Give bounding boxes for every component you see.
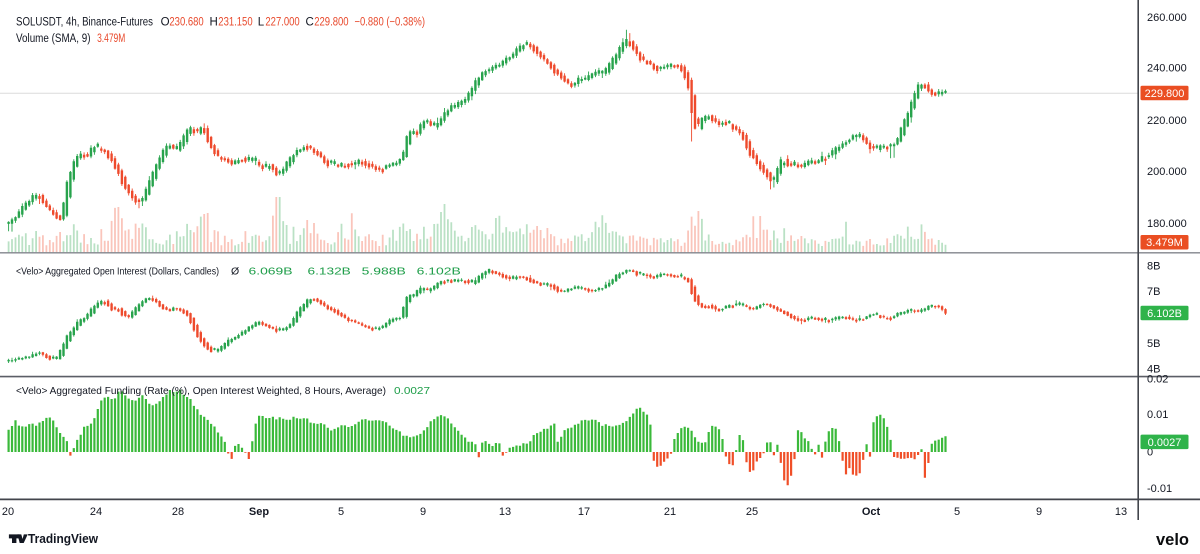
- svg-text:L: L: [258, 17, 265, 29]
- svg-text:Sep: Sep: [249, 506, 269, 518]
- svg-text:SOLUSDT, 4h, Binance-Futures: SOLUSDT, 4h, Binance-Futures: [16, 17, 153, 29]
- svg-text:260.000: 260.000: [1147, 12, 1187, 24]
- svg-text:13: 13: [499, 506, 511, 518]
- svg-text:<Velo> Aggregated Funding (Rat: <Velo> Aggregated Funding (Rate (%), Ope…: [16, 385, 386, 397]
- svg-text:H: H: [210, 17, 218, 29]
- svg-text:24: 24: [90, 506, 102, 518]
- svg-text:180.000: 180.000: [1147, 218, 1187, 230]
- svg-text:6.069B: 6.069B: [249, 266, 293, 278]
- svg-text:0.02: 0.02: [1147, 374, 1168, 386]
- svg-text:6.102B: 6.102B: [417, 266, 461, 278]
- svg-text:25: 25: [746, 506, 758, 518]
- svg-text:8B: 8B: [1147, 260, 1160, 272]
- svg-text:−0.880 (−0.38%): −0.880 (−0.38%): [355, 17, 426, 29]
- svg-text:21: 21: [664, 506, 676, 518]
- svg-text:9: 9: [420, 506, 426, 518]
- svg-text:5: 5: [954, 506, 960, 518]
- svg-text:229.800: 229.800: [314, 17, 348, 29]
- svg-text:3.479M: 3.479M: [1146, 237, 1183, 249]
- svg-text:7B: 7B: [1147, 286, 1160, 298]
- svg-text:227.000: 227.000: [265, 17, 299, 29]
- svg-text:Oct: Oct: [862, 506, 881, 518]
- svg-text:17: 17: [578, 506, 590, 518]
- svg-text:9: 9: [1036, 506, 1042, 518]
- svg-text:6.102B: 6.102B: [1147, 308, 1182, 320]
- svg-text:231.150: 231.150: [218, 17, 252, 29]
- svg-text:O: O: [161, 17, 170, 29]
- svg-text:5: 5: [338, 506, 344, 518]
- svg-text:200.000: 200.000: [1147, 166, 1187, 178]
- svg-text:5.988B: 5.988B: [362, 266, 406, 278]
- svg-text:220.000: 220.000: [1147, 115, 1187, 127]
- svg-text:Volume (SMA, 9): Volume (SMA, 9): [16, 33, 91, 45]
- svg-text:13: 13: [1115, 506, 1127, 518]
- svg-text:TradingView: TradingView: [28, 531, 99, 546]
- svg-text:velo: velo: [1156, 531, 1189, 549]
- svg-text:28: 28: [172, 506, 184, 518]
- svg-text:5B: 5B: [1147, 338, 1160, 350]
- svg-text:Ø: Ø: [231, 266, 239, 278]
- svg-text:0: 0: [1147, 447, 1153, 459]
- svg-text:3.479M: 3.479M: [97, 33, 125, 45]
- svg-text:20: 20: [2, 506, 14, 518]
- svg-text:0.0027: 0.0027: [394, 385, 430, 397]
- svg-text:6.132B: 6.132B: [308, 266, 351, 278]
- svg-text:240.000: 240.000: [1147, 63, 1187, 75]
- svg-text:4B: 4B: [1147, 363, 1160, 375]
- svg-text:230.680: 230.680: [169, 17, 203, 29]
- svg-text:0.01: 0.01: [1147, 409, 1168, 421]
- svg-text:-0.01: -0.01: [1147, 483, 1172, 495]
- svg-text:<Velo> Aggregated Open Interes: <Velo> Aggregated Open Interest (Dollars…: [16, 266, 219, 278]
- svg-text:229.800: 229.800: [1145, 88, 1185, 100]
- svg-text:0.0027: 0.0027: [1148, 437, 1182, 449]
- svg-text:C: C: [306, 17, 314, 29]
